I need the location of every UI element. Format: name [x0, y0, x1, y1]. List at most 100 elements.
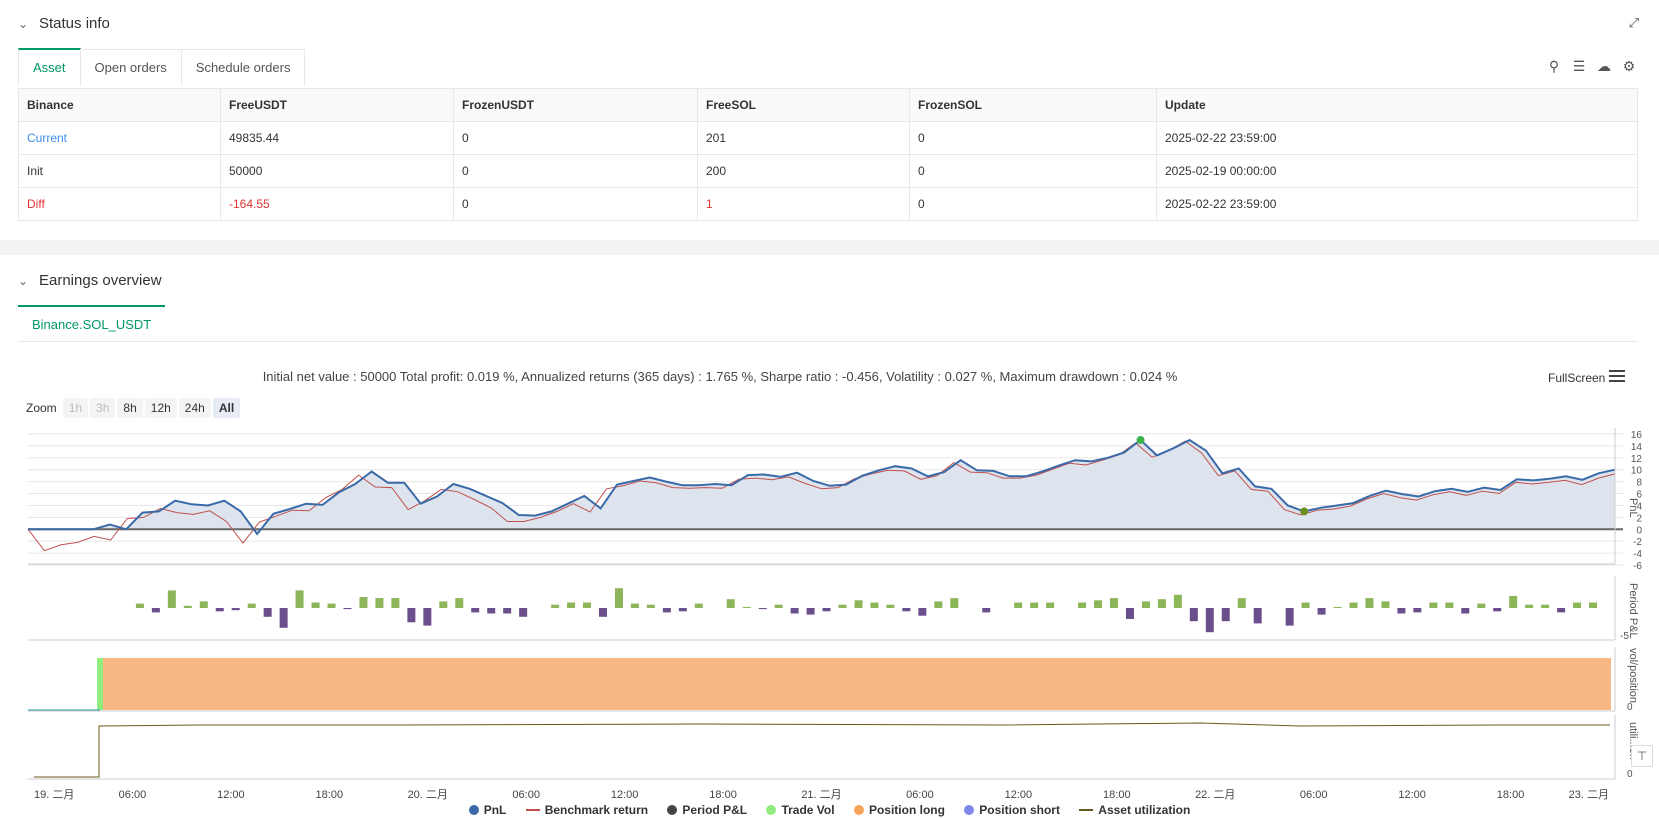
legend-item-asset-utilization[interactable]: Asset utilization [1079, 803, 1190, 817]
table-cell: 0 [453, 154, 698, 188]
table-cell: 0 [909, 187, 1157, 221]
tab-binance-sol-usdt[interactable]: Binance.SOL_USDT [18, 305, 166, 343]
table-row: Current 49835.44 0 201 0 2025-02-22 23:5… [18, 121, 1638, 155]
sell-marker [1300, 507, 1309, 516]
list-icon[interactable]: ☰ [1572, 58, 1586, 74]
tab-asset[interactable]: Asset [18, 48, 81, 86]
period-pnl-bar [806, 608, 815, 615]
panel-separator [0, 240, 1659, 255]
period-pnl-bar [295, 590, 304, 608]
period-pnl-bar [630, 603, 639, 608]
benchmark-return-line [27, 440, 1616, 552]
status-panel-title: Status info [39, 15, 110, 32]
period-pnl-bar [1445, 602, 1454, 608]
zoom-label: Zoom [26, 401, 57, 415]
zoom-1h[interactable]: 1h [62, 398, 89, 418]
download-icon[interactable]: ☁ [1597, 58, 1611, 74]
period-pnl-bar [918, 608, 927, 616]
period-pnl-bar [1477, 603, 1486, 608]
scroll-top-button[interactable]: ⊤ [1631, 745, 1653, 767]
period-pnl-bar [1349, 602, 1358, 608]
menu-icon[interactable] [1609, 370, 1625, 385]
trade-vol-bar [97, 658, 103, 710]
legend-item-position-short[interactable]: Position short [964, 803, 1060, 817]
period-pnl-bar [1413, 608, 1422, 613]
period-pnl-bar [1141, 601, 1150, 608]
y-tick-label: 6 [1636, 490, 1642, 501]
period-pnl-bar [343, 608, 352, 610]
legend-item-pnl[interactable]: PnL [468, 803, 506, 817]
row-label-current[interactable]: Current [18, 121, 221, 155]
period-pnl-bar [598, 608, 607, 617]
row-label-init: Init [18, 154, 221, 188]
period-pnl-bar [870, 602, 879, 608]
collapse-chevron-icon[interactable]: ⌄ [18, 274, 29, 288]
status-panel-header: ⌄ Status info ⤢ [0, 0, 1659, 50]
period-pnl-bar [1221, 608, 1230, 622]
zoom-24h[interactable]: 24h [178, 398, 211, 418]
table-cell: 0 [909, 154, 1157, 188]
collapse-chevron-icon[interactable]: ⌄ [18, 17, 29, 31]
y-tick-label: -4 [1633, 549, 1642, 560]
y-tick-label: 12 [1631, 454, 1643, 465]
period-pnl-bar [1333, 606, 1342, 608]
x-tick-label: 12:00 [1005, 789, 1033, 800]
x-tick-label: 06:00 [1300, 789, 1328, 800]
table-cell: 49835.44 [220, 121, 454, 155]
panel-borders [28, 428, 1616, 780]
period-pnl-bar [1525, 604, 1534, 608]
period-pnl-bar [790, 608, 799, 614]
earnings-summary: Initial net value : 50000 Total profit: … [262, 369, 1178, 384]
period-pnl-bar [455, 598, 464, 608]
position-long-area [103, 658, 1611, 710]
period-pnl-bar [359, 597, 368, 608]
zoom-all[interactable]: All [212, 398, 241, 418]
y-tick-label: 2 [1636, 513, 1642, 524]
expand-icon[interactable]: ⤢ [1628, 15, 1639, 30]
search-icon[interactable]: ⚲ [1548, 58, 1560, 74]
y-tick-label: 10 [1631, 466, 1643, 477]
x-tick-label: 23. 二月 [1569, 789, 1609, 800]
buy-marker [1136, 435, 1145, 444]
period-pnl-bar [662, 608, 671, 613]
pnl-line [28, 438, 1616, 536]
table-cell: 1 [697, 187, 910, 221]
x-tick-label: 20. 二月 [408, 789, 448, 800]
earnings-panel-title: Earnings overview [39, 272, 162, 289]
x-tick-label: 06:00 [119, 789, 147, 800]
legend-item-period-pnl[interactable]: Period P&L [667, 803, 747, 817]
period-pnl-bar [503, 608, 512, 614]
period-pnl-bar [854, 600, 863, 608]
period-pnl-bar [583, 602, 592, 608]
tab-schedule-orders[interactable]: Schedule orders [180, 49, 306, 86]
y-tick-label: 0 [1636, 525, 1642, 536]
status-tabs: Asset Open orders Schedule orders [18, 48, 306, 86]
period-pnl-bar [1429, 602, 1438, 608]
zoom-8h[interactable]: 8h [117, 398, 143, 418]
table-cell: 2025-02-22 23:59:00 [1156, 187, 1638, 221]
legend-item-trade-vol[interactable]: Trade Vol [766, 803, 835, 817]
period-pnl-bar [1301, 602, 1310, 608]
legend-item-position-long[interactable]: Position long [853, 803, 945, 817]
zoom-3h[interactable]: 3h [90, 398, 116, 418]
period-pnl-bar [1237, 598, 1246, 608]
period-pnl-bar [1557, 608, 1566, 613]
period-pnl-bar [1573, 602, 1582, 608]
period-pnl-bar [726, 599, 735, 608]
fullscreen-button[interactable]: FullScreen [1548, 371, 1606, 385]
gear-icon[interactable]: ⚙ [1622, 58, 1636, 74]
x-tick-label: 06:00 [512, 789, 540, 800]
legend-item-benchmark[interactable]: Benchmark return [525, 803, 649, 817]
y-tick-label: 8 [1636, 478, 1642, 489]
period-pnl-bar [1173, 594, 1182, 608]
period-pnl-bar [1157, 599, 1166, 608]
pnl-axis-label: PnL [1627, 498, 1639, 518]
period-pnl-bar [822, 608, 831, 612]
legend-label: Benchmark return [544, 803, 649, 817]
period-pnl-bar [902, 608, 911, 612]
legend-label: Period P&L [682, 803, 748, 817]
zoom-12h[interactable]: 12h [144, 398, 177, 418]
tab-open-orders[interactable]: Open orders [79, 49, 182, 86]
legend-line [525, 809, 540, 811]
